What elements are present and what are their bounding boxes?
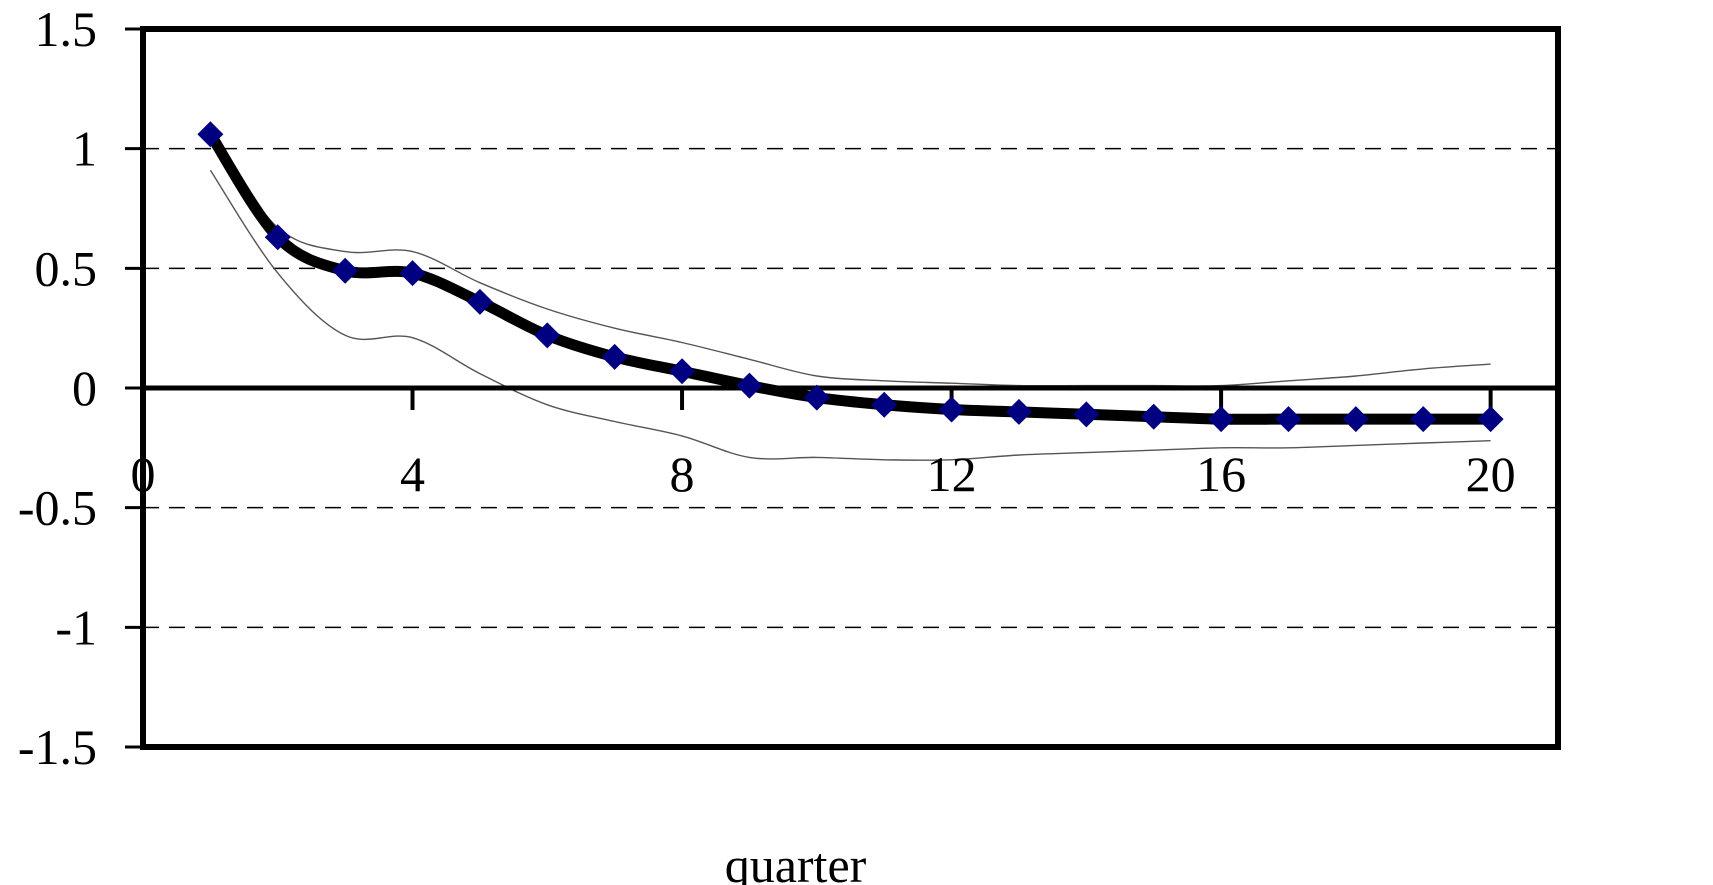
x-tick-label: 20	[1466, 446, 1516, 502]
data-point-marker	[1477, 406, 1504, 433]
data-point-marker	[197, 121, 224, 148]
data-point-marker	[1275, 406, 1302, 433]
y-tick-label: -1	[55, 599, 97, 655]
lower-band-line	[209, 169, 1491, 461]
data-point-marker	[1410, 406, 1437, 433]
upper-band-line	[209, 133, 1491, 387]
plot-area-frame	[140, 26, 1561, 750]
data-point-marker	[1208, 406, 1235, 433]
data-point-marker	[938, 396, 965, 423]
data-point-marker	[399, 260, 426, 287]
y-tick-label: 1.5	[35, 1, 98, 57]
data-point-marker	[803, 384, 830, 411]
x-axis-ticks: 0 4 8 12 16 20	[131, 388, 1516, 502]
y-tick-label: 0	[72, 360, 97, 416]
data-point-marker	[669, 358, 696, 385]
data-point-marker	[871, 391, 898, 418]
data-point-marker	[601, 343, 628, 370]
y-tick-label: -0.5	[18, 480, 97, 536]
series-markers	[197, 121, 1504, 433]
data-point-marker	[1140, 403, 1167, 430]
y-tick-label: 1	[72, 121, 97, 177]
x-tick-label: 8	[670, 446, 695, 502]
estimate-line	[204, 128, 1497, 425]
data-point-marker	[466, 288, 493, 315]
data-point-marker	[332, 257, 359, 284]
x-tick-label: 4	[400, 446, 425, 502]
data-point-marker	[1073, 401, 1100, 428]
data-point-marker	[736, 372, 763, 399]
x-tick-label: 16	[1196, 446, 1246, 502]
data-point-marker	[1005, 398, 1032, 425]
y-tick-label: 0.5	[35, 240, 98, 296]
x-axis-title: quarter	[725, 837, 867, 885]
x-tick-label: 12	[927, 446, 977, 502]
y-axis-ticks: 1.5 1 0.5 0 -0.5 -1 -1.5	[18, 1, 143, 775]
data-point-marker	[264, 224, 291, 251]
series-estimate	[204, 128, 1497, 425]
data-point-marker	[534, 322, 561, 349]
y-tick-label: -1.5	[18, 719, 97, 775]
confidence-bands	[209, 133, 1491, 461]
data-point-marker	[1342, 406, 1369, 433]
